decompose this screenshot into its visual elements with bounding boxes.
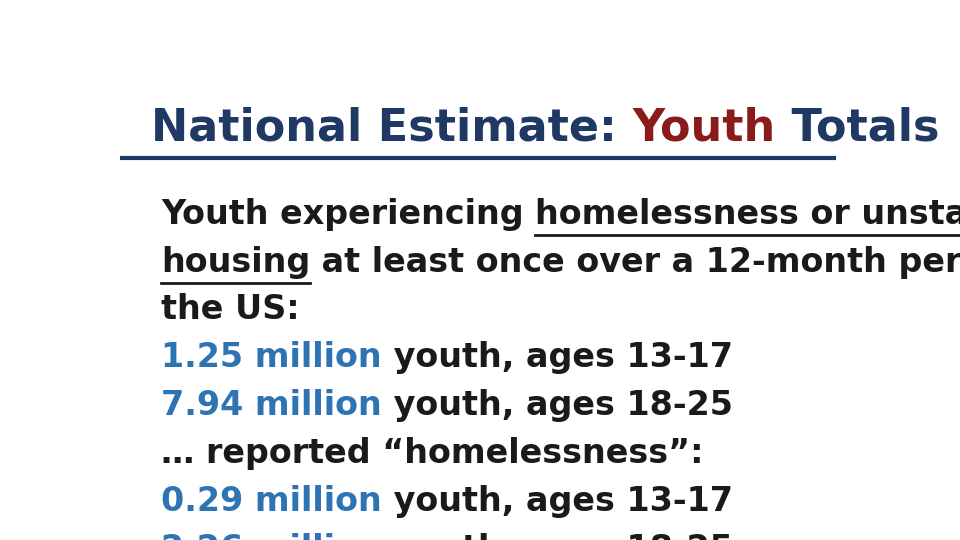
Text: 0.29 million: 0.29 million	[161, 485, 382, 518]
Text: … reported “homelessness”:: … reported “homelessness”:	[161, 437, 704, 470]
Text: youth, ages 18-25: youth, ages 18-25	[382, 389, 732, 422]
Text: 1.25 million: 1.25 million	[161, 341, 381, 374]
Text: youth, ages 13-17: youth, ages 13-17	[381, 341, 732, 374]
Text: homelessness or unstable: homelessness or unstable	[535, 198, 960, 231]
Text: the US:: the US:	[161, 293, 300, 327]
Text: National Estimate:: National Estimate:	[152, 106, 633, 150]
Text: housing: housing	[161, 246, 310, 279]
Text: Totals: Totals	[776, 106, 940, 150]
Text: 7.94 million: 7.94 million	[161, 389, 382, 422]
Text: at least once over a 12-month period in: at least once over a 12-month period in	[310, 246, 960, 279]
Text: Youth: Youth	[633, 106, 776, 150]
Text: 2.26 million: 2.26 million	[161, 532, 381, 540]
Text: Youth experiencing: Youth experiencing	[161, 198, 535, 231]
Text: youth, ages 13-17: youth, ages 13-17	[382, 485, 732, 518]
Text: youth, ages 18-25: youth, ages 18-25	[381, 532, 732, 540]
